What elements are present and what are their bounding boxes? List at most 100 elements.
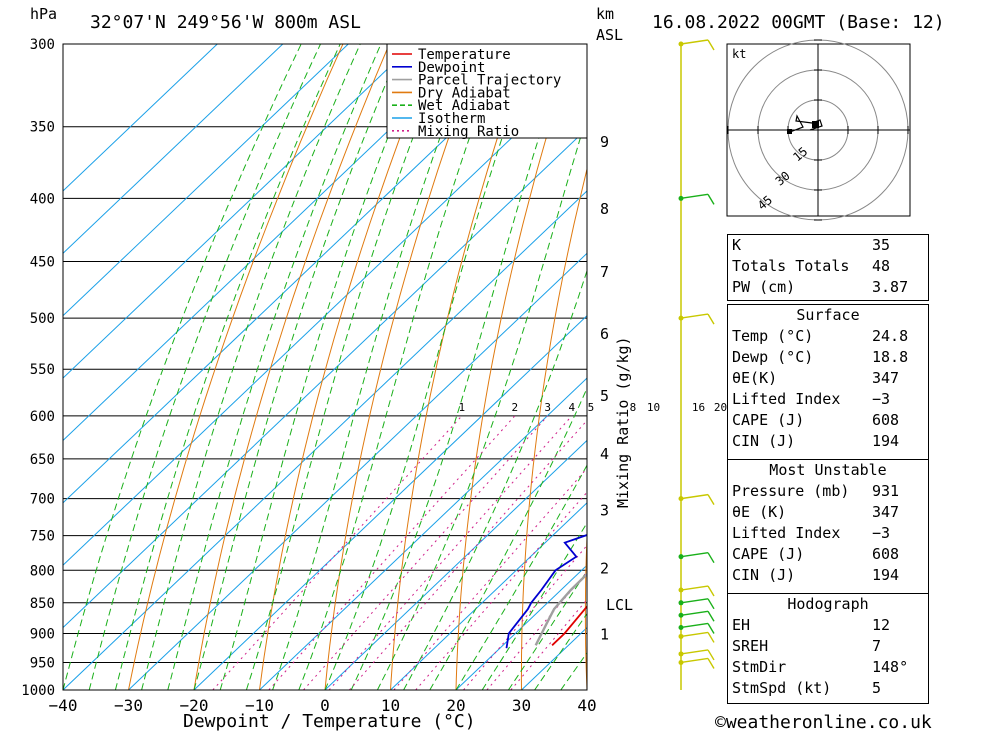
pressure-tick-label: 900 <box>30 626 55 642</box>
indices-panel: K 35 Totals Totals 48 PW (cm) 3.87 <box>727 234 929 301</box>
hodograph-stat-row: SREH 7 <box>728 636 928 657</box>
unstable-value: 194 <box>872 566 900 584</box>
mixing-ratio-axis-label: Mixing Ratio (g/kg) <box>614 336 632 508</box>
wet-adiabat-line <box>298 44 504 690</box>
isotherm-line <box>390 502 587 690</box>
hodograph-stat-value: 5 <box>872 679 882 697</box>
wet-adiabat-line <box>507 570 587 690</box>
index-key: Totals Totals <box>732 257 850 275</box>
mixing-ratio-label: 1 <box>458 401 465 414</box>
isotherm-line <box>259 377 587 690</box>
unstable-key: Lifted Index <box>732 524 841 542</box>
index-row: K 35 <box>728 235 928 256</box>
dry-adiabat-line <box>983 44 1000 690</box>
legend-entry: Parcel Trajectory <box>418 73 561 89</box>
height-tick-label: 7 <box>600 263 609 281</box>
footer-credit: ©weatheronline.co.uk <box>715 712 932 733</box>
wet-adiabat-line <box>481 521 587 690</box>
wind-barb <box>680 631 715 643</box>
pressure-tick-label: 500 <box>30 311 55 327</box>
surface-row: Dewp (°C) 18.8 <box>728 347 928 368</box>
storm-motion-marker <box>812 121 819 128</box>
mixing-ratio-line <box>328 415 573 690</box>
wind-barb <box>680 193 715 205</box>
parcel-trajectory <box>534 572 587 646</box>
index-value: 3.87 <box>872 278 909 296</box>
wet-adiabat-line <box>63 44 302 690</box>
wind-barb <box>680 551 715 564</box>
unstable-value: 931 <box>872 482 900 500</box>
mixing-ratio-line <box>415 491 587 690</box>
surface-value: 347 <box>872 369 900 387</box>
mixing-ratio-line <box>268 415 516 690</box>
height-tick-label: 9 <box>600 133 609 151</box>
surface-value: 18.8 <box>872 348 909 366</box>
hodograph-stat-row: StmSpd (kt) 5 <box>728 678 928 699</box>
unstable-value: 608 <box>872 545 900 563</box>
hodograph-stat-key: SREH <box>732 637 769 655</box>
mixing-ratio-label: 16 <box>692 401 705 414</box>
isotherm-line <box>63 44 415 379</box>
isotherm-line <box>63 44 218 192</box>
mixing-ratio-label: 2 <box>512 401 519 414</box>
x-axis-label: Dewpoint / Temperature (°C) <box>183 711 476 732</box>
isotherm-line <box>63 44 349 317</box>
most-unstable-title: Most Unstable <box>769 461 887 479</box>
pressure-tick-label: 700 <box>30 492 55 508</box>
lcl-label: LCL <box>606 596 633 614</box>
hodograph-stats-panel: Hodograph EH 12 SREH 7 StmDir 148° StmSpd (kt)… <box>727 593 929 704</box>
wind-barb <box>680 657 715 669</box>
unstable-value: −3 <box>872 524 891 542</box>
index-key: K <box>732 236 742 254</box>
pressure-tick-label: 350 <box>30 120 55 136</box>
surface-value: 608 <box>872 411 900 429</box>
pressure-tick-label: 850 <box>30 596 55 612</box>
legend-entry: Isotherm <box>418 111 485 127</box>
temperature-tick-label: −20 <box>180 696 209 715</box>
wet-adiabat-line <box>245 44 450 690</box>
dry-adiabat-line <box>128 44 344 690</box>
pressure-tick-label: 400 <box>30 191 55 207</box>
wind-barb <box>680 649 715 661</box>
surface-row: θE(K) 347 <box>728 368 928 389</box>
mixing-ratio-line <box>212 415 463 690</box>
pressure-tick-label: 750 <box>30 529 55 545</box>
mixing-ratio-line <box>486 571 587 690</box>
surface-value: 194 <box>872 432 900 450</box>
isotherm-line <box>63 190 587 690</box>
index-row: Totals Totals 48 <box>728 256 928 277</box>
dry-adiabat-line <box>931 44 980 690</box>
wind-barb <box>680 598 715 610</box>
dry-adiabat-line <box>584 526 587 690</box>
dry-adiabat-line <box>259 44 437 690</box>
surface-value: −3 <box>872 390 891 408</box>
mixing-ratio-line <box>393 467 587 690</box>
hodograph-stat-value: 12 <box>872 616 891 634</box>
unstable-row: CIN (J) 194 <box>728 565 928 586</box>
hodograph-stats-title: Hodograph <box>787 595 869 613</box>
temperature-tick-label: 40 <box>577 696 596 715</box>
surface-key: Lifted Index <box>732 390 841 408</box>
mixing-ratio-label: 5 <box>588 401 595 414</box>
wind-barb <box>680 39 715 51</box>
unstable-row: Pressure (mb) 931 <box>728 481 928 502</box>
mixing-ratio-line <box>349 419 587 690</box>
mixing-ratio-label: 8 <box>630 401 637 414</box>
mixing-ratio-label: 20 <box>714 401 727 414</box>
index-value: 35 <box>872 236 891 254</box>
hodograph-origin-marker <box>787 129 792 134</box>
hodograph-stat-key: StmSpd (kt) <box>732 679 832 697</box>
wet-adiabat-line <box>324 44 535 690</box>
hodograph-stat-row: StmDir 148° <box>728 657 928 678</box>
dry-adiabat-line <box>520 167 587 690</box>
surface-key: Dewp (°C) <box>732 348 814 366</box>
dry-adiabat-line <box>324 44 483 690</box>
height-tick-label: 8 <box>600 200 609 218</box>
isotherm-line <box>63 127 587 629</box>
hodograph-stat-key: StmDir <box>732 658 787 676</box>
legend-entry: Wet Adiabat <box>418 98 511 114</box>
unstable-key: CIN (J) <box>732 566 796 584</box>
isotherm-line <box>455 564 587 690</box>
pressure-tick-label: 650 <box>30 452 55 468</box>
wind-barb <box>680 610 715 622</box>
